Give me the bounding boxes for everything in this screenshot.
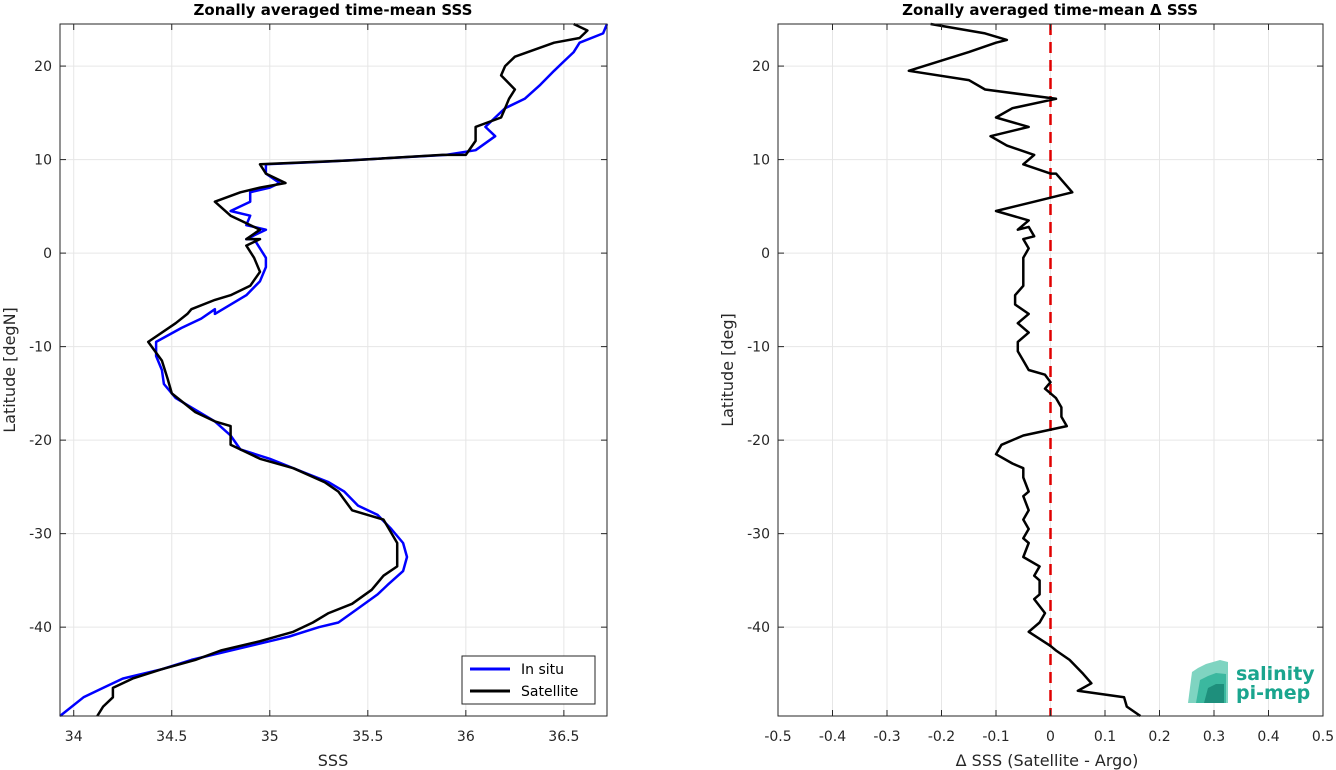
delta-y-tick-label: -40 [747, 620, 770, 636]
sss-plot-area [60, 24, 607, 716]
sss-ticks: 34 34.5 35 35.5 36 36.5 -40 -30 -20 -10 0 10 20 [29, 24, 607, 745]
sss-x-tick-label: 36.5 [548, 729, 579, 745]
delta-y-tick-label: -10 [747, 340, 770, 356]
sss-x-tick-label: 34 [65, 729, 83, 745]
sss-x-tick-label: 36 [457, 729, 475, 745]
delta-chart-title: Zonally averaged time-mean Δ SSS [902, 1, 1198, 19]
delta-series-line-delta [907, 22, 1142, 718]
delta-x-tick-label: 0.5 [1312, 729, 1334, 745]
delta-x-tick-label: -0.2 [928, 729, 955, 745]
delta-series-group [907, 22, 1142, 718]
sss-y-tick-label: -30 [29, 527, 52, 543]
delta-y-tick-label: -30 [747, 527, 770, 543]
delta-x-tick-label: -0.4 [819, 729, 846, 745]
delta-y-tick-label: 0 [761, 246, 770, 262]
sss-grid [60, 24, 607, 716]
delta-x-tick-label: 0.3 [1203, 729, 1225, 745]
sss-series-group [59, 22, 609, 717]
sss-y-tick-label: -20 [29, 433, 52, 449]
legend-box [461, 655, 596, 705]
delta-y-axis-label: Latitude [deg] [718, 313, 737, 427]
logo-text-pi-mep: pi-mep [1236, 682, 1310, 704]
delta-x-tick-label: 0.4 [1257, 729, 1279, 745]
sss-y-axis-label: Latitude [degN] [0, 307, 19, 433]
delta-x-tick-label: -0.3 [873, 729, 900, 745]
sss-chart-title: Zonally averaged time-mean SSS [194, 1, 473, 19]
delta-x-tick-label: -0.1 [982, 729, 1009, 745]
sss-y-tick-label: 10 [34, 153, 52, 169]
sss-y-tick-label: 0 [43, 246, 52, 262]
logo-text-salinity: salinity [1236, 663, 1315, 685]
delta-x-tick-label: 0 [1046, 729, 1055, 745]
delta-x-tick-label: 0.1 [1094, 729, 1116, 745]
sss-x-tick-label: 34.5 [156, 729, 187, 745]
sss-x-tick-label: 35 [261, 729, 279, 745]
delta-x-axis-label: Δ SSS (Satellite - Argo) [956, 751, 1139, 770]
sss-series-line-satellite [96, 22, 589, 717]
delta-sss-panel: -0.5 -0.4 -0.3 -0.2 -0.1 0 0.1 0.2 0.3 0.4 0.5 -40 -… [718, 1, 1334, 770]
delta-x-tick-label: 0.2 [1148, 729, 1170, 745]
legend-label-in-situ: In situ [521, 662, 564, 678]
sss-axes-frame [59, 23, 608, 717]
delta-y-tick-label: 20 [752, 59, 770, 75]
sss-y-tick-label: -40 [29, 620, 52, 636]
legend: In situ Satellite [461, 655, 596, 705]
sss-y-tick-label: 20 [34, 59, 52, 75]
delta-y-tick-label: 10 [752, 153, 770, 169]
sss-series-line-in-situ [59, 23, 609, 717]
salinity-pi-mep-logo: salinity pi-mep [1188, 660, 1315, 704]
legend-label-satellite: Satellite [521, 684, 578, 700]
sss-panel: 34 34.5 35 35.5 36 36.5 -40 -30 -20 -10 0 10 20 Zona… [0, 1, 609, 770]
delta-x-tick-label: -0.5 [764, 729, 791, 745]
logo-wave-front [1204, 684, 1224, 703]
sss-x-tick-label: 35.5 [352, 729, 383, 745]
sss-y-tick-label: -10 [29, 340, 52, 356]
delta-y-tick-label: -20 [747, 433, 770, 449]
delta-ticks: -0.5 -0.4 -0.3 -0.2 -0.1 0 0.1 0.2 0.3 0.4 0.5 -40 -… [747, 24, 1334, 745]
sss-x-axis-label: SSS [318, 751, 348, 770]
